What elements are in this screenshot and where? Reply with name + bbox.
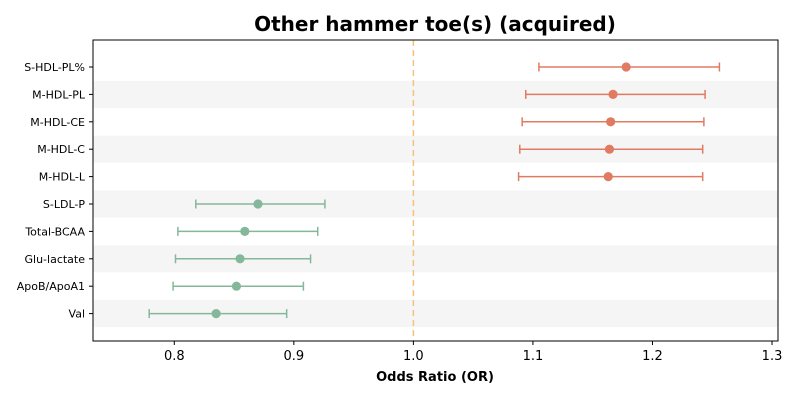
point-estimate (253, 199, 263, 209)
estimate-row (538, 62, 721, 72)
chart-title: Other hammer toe(s) (acquired) (254, 12, 616, 36)
estimate-row (177, 226, 319, 236)
point-estimate (606, 117, 616, 127)
y-tick-label: M-HDL-L (39, 171, 86, 184)
y-tick-label: M-HDL-CE (30, 116, 85, 129)
point-estimate (211, 309, 221, 319)
point-estimate (231, 281, 242, 291)
data-marks (148, 62, 721, 319)
estimate-row (172, 281, 305, 291)
plot-frame (92, 39, 779, 342)
estimate-row (525, 89, 706, 99)
y-tick-label: M-HDL-PL (32, 88, 86, 101)
estimate-row (521, 117, 705, 127)
x-axis: 0.8 0.9 1.0 1.1 1.2 1.3 (164, 341, 782, 364)
y-axis: S-HDL-PL% M-HDL-PL M-HDL-CE M-HDL-C M-HDL-L S… (17, 61, 93, 321)
estimate-row (195, 199, 326, 209)
point-estimate (608, 89, 618, 99)
y-tick-label: S-LDL-P (43, 198, 85, 211)
point-estimate (621, 62, 631, 72)
x-tick-label: 1.3 (762, 349, 783, 364)
y-tick-label: ApoB/ApoA1 (17, 280, 85, 293)
estimate-row (519, 144, 704, 154)
y-tick-label: Val (69, 308, 85, 321)
x-tick-label: 0.8 (164, 349, 185, 364)
y-tick-label: M-HDL-C (37, 143, 85, 156)
x-tick-label: 1.0 (403, 349, 424, 364)
estimate-row (174, 254, 312, 264)
x-tick-label: 1.1 (523, 349, 544, 364)
point-estimate (604, 144, 615, 154)
x-axis-label: Odds Ratio (OR) (376, 370, 494, 385)
y-tick-label: Glu-lactate (25, 253, 86, 266)
x-tick-label: 1.2 (642, 349, 663, 364)
estimate-row (148, 309, 288, 319)
point-estimate (603, 172, 613, 182)
y-tick-label: Total-BCAA (24, 225, 85, 238)
point-estimate (235, 254, 245, 264)
x-tick-label: 0.9 (283, 349, 304, 364)
point-estimate (240, 226, 250, 236)
estimate-row (517, 172, 704, 182)
y-tick-label: S-HDL-PL% (24, 61, 85, 74)
